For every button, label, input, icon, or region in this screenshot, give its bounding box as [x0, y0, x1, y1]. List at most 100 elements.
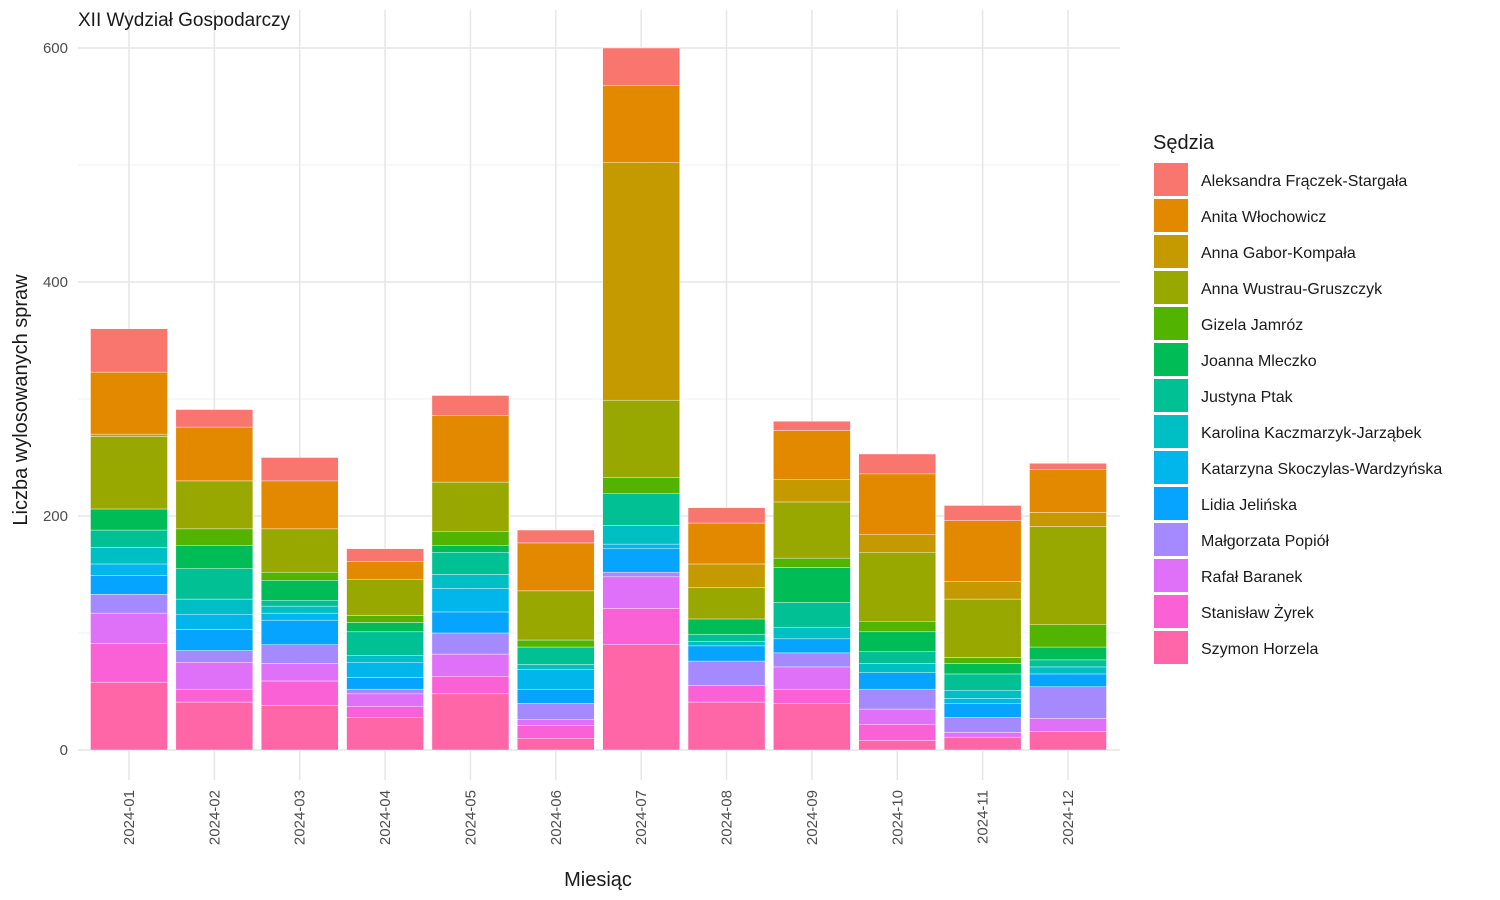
legend-label: Szymon Horzela [1201, 641, 1318, 658]
bar-segment [858, 708, 936, 725]
y-tick-label: 600 [43, 40, 68, 57]
bar-segment [175, 650, 254, 663]
bar-segment [773, 688, 851, 704]
bar-segment [346, 693, 424, 707]
bar-segment [175, 629, 254, 651]
bar-segment [687, 701, 766, 751]
bar-segment [687, 645, 766, 662]
x-tick-label: 2024-10 [889, 790, 906, 845]
bar-segment [261, 619, 339, 645]
legend-label: Katarzyna Skoczylas-Wardzyńska [1201, 461, 1442, 478]
bar-segment [1029, 686, 1107, 719]
bar-segment [858, 740, 936, 751]
bar-segment [175, 409, 254, 428]
bar-segment [175, 568, 254, 600]
bar-segment [175, 480, 254, 530]
bar-segment [261, 571, 339, 581]
bar-segment [687, 563, 766, 588]
bar-segment [90, 575, 168, 595]
x-tick-label: 2024-09 [804, 790, 821, 845]
bar-segment [1029, 469, 1107, 513]
bar-segment [517, 688, 595, 704]
bar-segment [517, 646, 595, 665]
bar-segment [943, 703, 1022, 718]
bar-segment [602, 548, 680, 573]
bar-segment [517, 669, 595, 690]
bar-segment [687, 660, 766, 686]
bar-segment [773, 430, 851, 480]
bar-segment [858, 663, 936, 673]
bar-segment [346, 677, 424, 690]
bar-segment [175, 701, 254, 751]
x-tick-label: 2024-07 [633, 790, 650, 845]
x-axis-ticks: 2024-01 2024-02 2024-03 2024-04 2024-05 2024-… [121, 790, 1077, 845]
bar-segment [346, 706, 424, 718]
bar-segment [602, 493, 680, 526]
bar-segment [1029, 718, 1107, 732]
bar-segment [858, 631, 936, 652]
bar-segment [773, 703, 851, 751]
bar-segment [90, 563, 168, 576]
legend-swatch [1154, 559, 1188, 592]
bar-segment [943, 598, 1022, 658]
x-tick-label: 2024-06 [548, 790, 565, 845]
bar-segment [602, 644, 680, 751]
bar-segment [517, 703, 595, 720]
x-tick-label: 2024-11 [975, 790, 992, 844]
x-tick-label: 2024-12 [1060, 790, 1077, 845]
bar-segment [773, 557, 851, 568]
bar-segment [346, 688, 424, 695]
legend-swatch [1154, 271, 1188, 304]
bar-segment [346, 561, 424, 580]
bar-segment [90, 612, 168, 644]
bar-segment [1029, 512, 1107, 527]
legend-label: Aleksandra Frączek-Stargała [1201, 173, 1407, 190]
bar-segment [602, 162, 680, 401]
bar-segment [346, 615, 424, 623]
x-tick-label: 2024-04 [377, 790, 394, 845]
bar-segment [431, 676, 510, 695]
bar-segment [90, 681, 168, 751]
bar-segment [773, 421, 851, 431]
bar-segment [858, 724, 936, 741]
legend-label: Karolina Kaczmarzyk-Jarząbek [1201, 425, 1423, 442]
bar-segment [943, 736, 1022, 751]
bar-segment [687, 618, 766, 635]
bar-segment [431, 415, 510, 483]
bar-segment [858, 688, 936, 710]
bar-segment [773, 652, 851, 668]
bar-segment [175, 528, 254, 546]
bar-segment [431, 552, 510, 575]
bar-segment [773, 567, 851, 603]
legend-swatch [1154, 199, 1188, 232]
bar-segment [346, 717, 424, 751]
bar-segment [858, 473, 936, 535]
bar-segment [858, 534, 936, 553]
legend-label: Anita Włochowicz [1201, 209, 1326, 226]
bar-segment [261, 600, 339, 607]
bar-segment [90, 371, 168, 435]
bar-segment [90, 594, 168, 614]
bar-segment [602, 525, 680, 545]
bar-segment [175, 662, 254, 690]
bar-segment [858, 672, 936, 690]
bar-segment [431, 574, 510, 589]
bar-segment [943, 657, 1022, 664]
bar-segment [687, 507, 766, 524]
bar-segment [261, 457, 339, 482]
bar-segment [175, 598, 254, 615]
x-tick-label: 2024-02 [206, 790, 223, 845]
bar-segment [261, 528, 339, 573]
bar-segment [175, 614, 254, 630]
legend-label: Justyna Ptak [1201, 389, 1294, 406]
legend-swatch [1154, 307, 1188, 340]
bar-segment [175, 688, 254, 703]
bar-segment [90, 529, 168, 548]
bar-segment [943, 581, 1022, 600]
bars [90, 47, 1107, 751]
x-tick-label: 2024-08 [719, 790, 736, 845]
bar-segment [90, 547, 168, 565]
bar-segment [346, 622, 424, 633]
legend-swatch [1154, 487, 1188, 520]
legend-label: Joanna Mleczko [1201, 353, 1317, 370]
